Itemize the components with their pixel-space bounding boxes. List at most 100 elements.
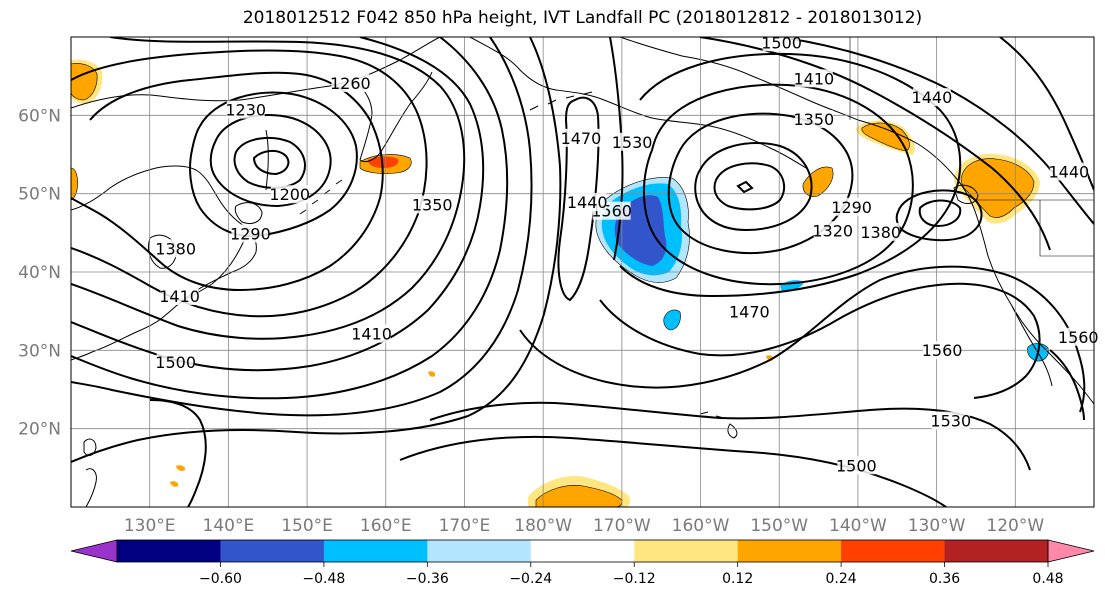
contour-line	[429, 401, 1031, 471]
contour-line	[71, 37, 509, 400]
positive-anomaly-region	[428, 371, 436, 377]
colorbar-tick-label: 0.36	[929, 571, 960, 587]
contour-label-background	[931, 411, 970, 430]
contour-label-background	[160, 287, 199, 306]
contour-label-background	[832, 197, 871, 216]
coastline-baja	[1011, 305, 1053, 387]
longitude-tick-label: 170°W	[593, 516, 651, 536]
contour-label-background	[923, 341, 962, 360]
contour-line	[736, 180, 754, 194]
contour-label-background	[613, 132, 652, 151]
colorbar-tick-label: 0.24	[826, 571, 857, 587]
longitude-tick-label: 170°E	[439, 516, 491, 536]
contour-label-background	[226, 100, 265, 119]
contour-label-background	[231, 224, 270, 243]
colorbar-tick-label: 0.12	[722, 571, 753, 587]
contour-label-background	[794, 110, 833, 129]
contour-line	[189, 91, 358, 238]
contour-label: 1470	[561, 129, 602, 148]
contour-label-background	[270, 185, 309, 204]
colorbar-tick-labels: −0.60 −0.48 −0.36 −0.24 −0.12 0.12 0.24 0.36 0.4…	[199, 562, 1064, 587]
contour-label-background	[861, 222, 900, 241]
contour-label: 1500	[761, 33, 802, 52]
contour-line	[149, 399, 207, 507]
longitude-tick-label: 140°W	[829, 516, 887, 536]
coastline-philippines	[85, 468, 97, 507]
contour-label-background	[352, 324, 391, 343]
colorbar-segment	[117, 540, 221, 562]
longitude-labels: 130°E 140°E 150°E 160°E 170°E 180°W 170°W 160°W…	[124, 516, 1045, 536]
contour-label-background	[794, 69, 833, 88]
contour-label: 1470	[729, 303, 770, 322]
colorbar	[70, 539, 1095, 563]
map-frame	[70, 36, 1095, 508]
map-title: 2018012512 F042 850 hPa height, IVT Land…	[242, 8, 923, 28]
longitude-tick-label: 150°W	[750, 516, 808, 536]
colorbar-extend-min	[70, 539, 118, 563]
colorbar-segment	[427, 540, 532, 562]
contour-label: 1440	[912, 88, 953, 107]
contour-label: 1410	[351, 325, 392, 344]
coastline-alaska	[619, 37, 859, 121]
contour-line	[557, 96, 600, 302]
contour-line	[71, 37, 466, 340]
negative-anomaly-region	[663, 309, 681, 331]
contour-line	[713, 162, 786, 211]
contour-labels: 1500 1410 1440 1440 1350 1290 1320 1380 1530 1560…	[155, 33, 1099, 475]
positive-anomaly-region	[71, 167, 78, 201]
positive-anomaly-region	[802, 166, 834, 197]
longitude-tick-label: 160°E	[360, 516, 412, 536]
latitude-tick-label: 50°N	[18, 185, 61, 205]
contour-label-background	[413, 195, 452, 214]
coastline-sakhalin	[265, 129, 269, 191]
contour-label: 1500	[836, 456, 877, 475]
contour-label: 1530	[930, 412, 971, 431]
positive-anomaly-region	[170, 481, 179, 487]
longitude-tick-label: 150°E	[281, 516, 333, 536]
contour-label: 1260	[330, 74, 371, 93]
coastline-vancouver-island	[953, 184, 979, 204]
contour-label: 1380	[155, 239, 196, 258]
longitude-tick-label: 180°W	[514, 516, 572, 536]
contour-label: 1440	[567, 193, 608, 212]
colorbar-segment	[634, 540, 739, 562]
longitude-tick-label: 120°W	[986, 516, 1044, 536]
colorbar-segment	[944, 540, 1049, 562]
contour-label: 1380	[860, 223, 901, 242]
contour-line	[399, 435, 947, 507]
positive-anomaly-region	[176, 465, 186, 471]
positive-anomaly-region	[535, 485, 623, 507]
contour-label: 1350	[412, 195, 453, 214]
contour-label-background	[568, 193, 607, 212]
contour-label-background	[730, 302, 769, 321]
longitude-tick-label: 160°W	[672, 516, 730, 536]
latitude-tick-label: 40°N	[18, 263, 61, 283]
contour-line	[619, 52, 962, 298]
contour-label: 1230	[225, 101, 266, 120]
contour-line	[918, 199, 962, 228]
latitude-tick-label: 20°N	[18, 420, 61, 440]
contour-label: 1200	[269, 185, 310, 204]
longitude-tick-label: 140°E	[203, 516, 255, 536]
contour-label: 1530	[612, 133, 653, 152]
colorbar-tick-label: 0.48	[1032, 571, 1063, 587]
contour-label: 1410	[793, 69, 834, 88]
coastline-alaska	[469, 37, 807, 169]
colorbar-segment	[323, 540, 428, 562]
colorbar-tick-label: −0.36	[406, 571, 449, 587]
contour-line	[71, 71, 384, 292]
contour-label-background	[837, 456, 876, 475]
latitude-tick-label: 30°N	[18, 341, 61, 361]
contour-label-background	[813, 221, 852, 240]
contour-label: 1440	[1048, 163, 1089, 182]
contour-label-background	[1059, 327, 1098, 346]
contour-line	[667, 112, 854, 255]
contour-label: 1560	[1058, 328, 1099, 347]
colorbar-tick-label: −0.12	[613, 571, 656, 587]
contour-line	[209, 114, 332, 208]
longitude-tick-label: 130°E	[124, 516, 176, 536]
contour-line	[599, 282, 1041, 399]
contour-label-background	[561, 128, 600, 147]
coastline-kurils	[299, 179, 343, 215]
